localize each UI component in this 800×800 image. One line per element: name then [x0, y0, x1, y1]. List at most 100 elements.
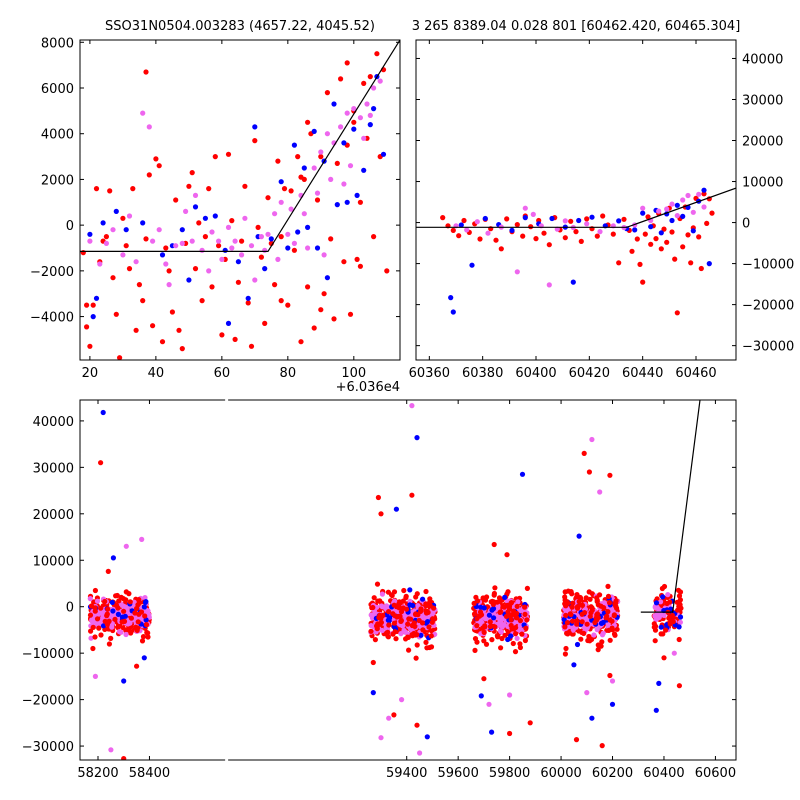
y-tick-label: −30000 — [22, 740, 74, 755]
data-point-red — [661, 226, 667, 232]
x-tick-label: 60460 — [675, 366, 716, 381]
data-point-red — [146, 172, 152, 178]
data-point-violet — [166, 282, 172, 288]
data-point-red — [520, 233, 526, 239]
axes-frame — [79, 39, 401, 361]
data-point-red — [427, 596, 433, 602]
data-point-red — [135, 602, 141, 608]
data-point-blue — [121, 678, 127, 684]
x-tick-label: 60400 — [643, 766, 684, 781]
data-point-violet — [609, 678, 616, 684]
data-point-red — [106, 641, 112, 647]
data-point-violet — [371, 85, 377, 91]
data-point-red — [128, 615, 134, 621]
y-tick-label: 8000 — [41, 36, 74, 51]
data-point-red — [374, 51, 380, 57]
data-point-red — [92, 587, 98, 594]
data-point-blue — [509, 227, 515, 233]
y-tick-label: 10000 — [33, 554, 74, 569]
data-point-red — [176, 327, 182, 333]
data-point-red — [405, 634, 411, 640]
data-point-red — [496, 595, 503, 601]
data-point-red — [196, 220, 202, 226]
data-point-red — [403, 593, 409, 599]
data-point-violet — [361, 135, 367, 141]
data-point-red — [396, 605, 402, 611]
data-point-red — [669, 229, 675, 235]
data-point-red — [489, 637, 495, 643]
title-right: 3 265 8389.04 0.028 801 [60462.420, 6046… — [412, 19, 741, 34]
data-point-violet — [562, 218, 568, 224]
y-tick-label: −10000 — [742, 258, 794, 273]
data-point-red — [98, 632, 104, 638]
data-point-blue — [344, 199, 350, 205]
data-point-violet — [522, 205, 528, 211]
data-point-red — [321, 291, 327, 297]
data-point-blue — [448, 295, 454, 301]
data-point-blue — [690, 228, 696, 234]
data-point-violet — [140, 110, 146, 116]
data-point-red — [471, 600, 477, 607]
y-tick-label: −20000 — [742, 299, 794, 314]
data-point-violet — [690, 209, 696, 215]
data-point-red — [614, 605, 620, 611]
y-tick-label: 0 — [66, 601, 74, 616]
data-point-blue — [658, 230, 664, 236]
y-tick-label: 10000 — [742, 176, 783, 191]
data-point-blue — [505, 636, 511, 643]
data-point-violet — [239, 252, 245, 258]
data-point-red — [385, 629, 391, 636]
data-point-red — [105, 568, 111, 575]
data-point-violet — [275, 256, 281, 262]
data-point-violet — [669, 201, 675, 207]
data-point-red — [235, 279, 241, 285]
data-point-red — [483, 641, 490, 647]
data-point-red — [90, 302, 96, 308]
data-point-blue — [458, 222, 464, 228]
data-point-violet — [123, 543, 129, 549]
x-tick-label: 60 — [214, 366, 231, 381]
data-point-red — [424, 609, 430, 615]
data-point-blue — [478, 693, 484, 699]
data-point-blue — [100, 623, 107, 629]
data-point-violet — [150, 238, 156, 244]
data-point-red — [592, 619, 598, 626]
data-point-red — [676, 593, 683, 599]
data-point-red — [492, 624, 498, 630]
data-point-red — [664, 600, 670, 607]
data-point-blue — [301, 165, 307, 171]
data-point-red — [140, 634, 147, 640]
data-point-red — [672, 256, 678, 262]
data-point-blue — [677, 614, 684, 620]
data-point-blue — [674, 202, 680, 208]
data-point-blue — [225, 320, 232, 326]
data-point-blue — [314, 245, 321, 251]
data-point-red — [285, 302, 291, 308]
data-point-blue — [656, 680, 662, 687]
data-point-red — [278, 234, 284, 240]
data-point-blue — [576, 217, 582, 224]
data-point-red — [597, 592, 603, 598]
data-point-red — [523, 625, 529, 631]
data-point-red — [491, 590, 497, 597]
data-point-red — [629, 248, 635, 254]
data-point-blue — [669, 217, 675, 224]
data-point-red — [298, 174, 304, 180]
data-point-red — [616, 260, 622, 266]
data-point-red — [508, 622, 514, 629]
data-point-red — [585, 637, 591, 644]
data-point-violet — [499, 624, 505, 630]
data-point-red — [568, 218, 574, 224]
data-point-red — [599, 639, 605, 645]
data-point-red — [123, 243, 129, 249]
data-point-red — [578, 238, 584, 244]
data-point-red — [102, 598, 108, 605]
y-tick-label: −20000 — [22, 694, 74, 709]
data-point-violet — [384, 603, 390, 609]
data-point-red — [666, 615, 672, 621]
data-point-violet — [110, 227, 116, 233]
data-point-red — [588, 604, 594, 610]
data-point-red — [121, 756, 127, 760]
data-point-red — [305, 119, 311, 125]
data-point-red — [389, 592, 395, 599]
